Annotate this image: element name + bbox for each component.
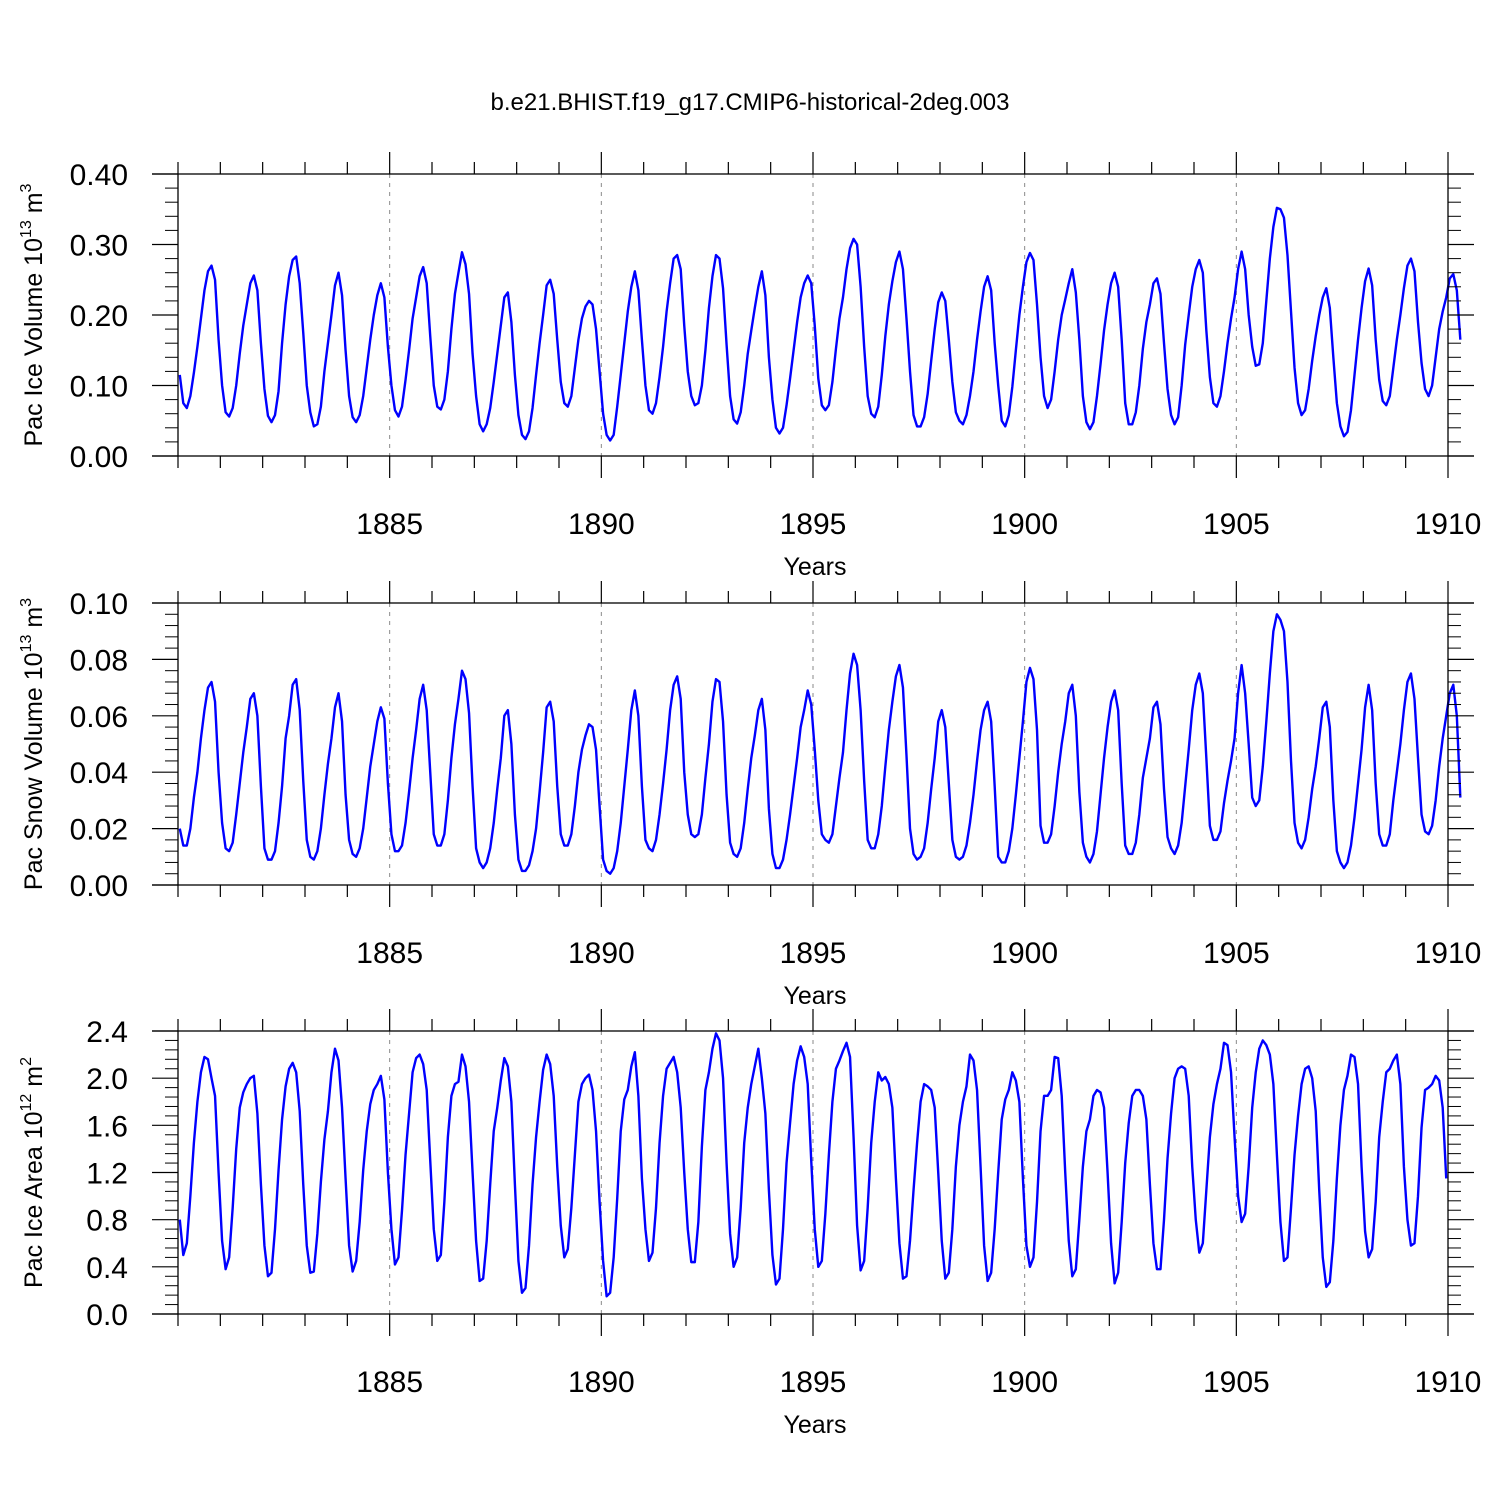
y-axis-label: Pac Snow Volume 1013 m3 (18, 598, 48, 890)
x-tick-label: 1910 (1415, 937, 1482, 970)
y-axis-label-unit-exponent: 3 (18, 598, 35, 607)
x-tick-label: 1900 (991, 1366, 1058, 1399)
x-tick-label: 1890 (568, 1366, 635, 1399)
y-axis-label-exponent: 13 (18, 220, 35, 238)
x-tick-label: 1905 (1203, 508, 1270, 541)
data-series-line (178, 206, 1462, 442)
y-tick-label: 0.20 (70, 300, 128, 333)
y-axis-label-exponent: 13 (18, 635, 35, 653)
y-tick-label: 0.0 (86, 1299, 128, 1332)
y-axis-label: Pac Ice Volume 1013 m3 (18, 183, 48, 446)
y-tick-label: 1.2 (86, 1158, 128, 1191)
chart-panel-3: 0.0 0.4 0.8 1.2 1.6 2.0 2.4 1885 1890 1895 1900 190… (18, 1009, 1481, 1439)
y-axis-label-unit: m (20, 192, 48, 220)
x-tick-label: 1895 (780, 508, 847, 541)
plot-frame (177, 602, 1449, 886)
x-tick-label: 1885 (356, 937, 423, 970)
x-tick-label: 1905 (1203, 1366, 1270, 1399)
x-tick-label: 1900 (991, 508, 1058, 541)
x-tick-label: 1895 (780, 1366, 847, 1399)
data-series-line (178, 1032, 1448, 1298)
figure-title: b.e21.BHIST.f19_g17.CMIP6-historical-2de… (491, 89, 1010, 116)
y-tick-label: 0.02 (70, 814, 128, 847)
y-tick-label: 0.06 (70, 701, 128, 734)
y-tick-label: 0.08 (70, 644, 128, 677)
x-axis-label: Years (783, 1411, 846, 1439)
x-tick-label: 1910 (1415, 508, 1482, 541)
x-tick-label: 1885 (356, 508, 423, 541)
x-tick-label: 1890 (568, 937, 635, 970)
y-tick-label: 2.4 (86, 1016, 128, 1049)
y-tick-label: 0.10 (70, 371, 128, 404)
y-axis-label-unit-exponent: 2 (18, 1057, 35, 1066)
x-tick-label: 1890 (568, 508, 635, 541)
chart-panel-1: 0.00 0.10 0.20 0.30 0.40 1885 1890 1895 1900 1905… (18, 152, 1481, 581)
y-axis-label-exponent: 12 (18, 1094, 35, 1112)
x-axis-label: Years (783, 553, 846, 581)
data-series-line (178, 613, 1462, 875)
y-tick-label: 0.10 (70, 588, 128, 621)
y-tick-label: 2.0 (86, 1063, 128, 1096)
x-tick-label: 1910 (1415, 1366, 1482, 1399)
y-axis-label-main: Pac Ice Area 10 (20, 1111, 48, 1288)
x-axis-label: Years (783, 982, 846, 1010)
panels: 0.00 0.10 0.20 0.30 0.40 1885 1890 1895 1900 1905… (18, 152, 1481, 1439)
y-tick-label: 0.40 (70, 159, 128, 192)
y-axis-label-main: Pac Snow Volume 10 (20, 652, 48, 890)
y-tick-label: 1.6 (86, 1110, 128, 1143)
y-axis-label-main: Pac Ice Volume 10 (20, 238, 48, 446)
x-tick-label: 1895 (780, 937, 847, 970)
y-axis-label-unit: m (20, 1066, 48, 1094)
y-tick-label: 0.00 (70, 441, 128, 474)
x-tick-label: 1905 (1203, 937, 1270, 970)
y-tick-label: 0.4 (86, 1252, 128, 1285)
y-tick-label: 0.8 (86, 1205, 128, 1238)
y-tick-label: 0.04 (70, 757, 128, 790)
y-tick-label: 0.00 (70, 870, 128, 903)
y-axis-label-unit-exponent: 3 (18, 183, 35, 192)
x-tick-label: 1885 (356, 1366, 423, 1399)
y-tick-label: 0.30 (70, 230, 128, 263)
y-axis-label: Pac Ice Area 1012 m2 (18, 1057, 48, 1288)
chart-panel-2: 0.00 0.02 0.04 0.06 0.08 0.10 1885 1890 1895 1900… (18, 581, 1481, 1010)
y-axis-label-unit: m (20, 607, 48, 635)
x-tick-label: 1900 (991, 937, 1058, 970)
